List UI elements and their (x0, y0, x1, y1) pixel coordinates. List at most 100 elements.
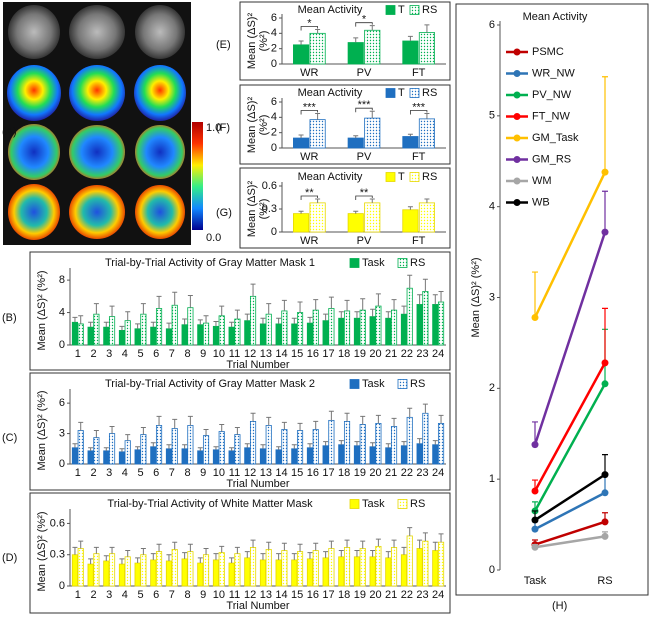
y-tick-label: 5 (489, 110, 495, 122)
bar (385, 557, 392, 587)
error-bar (166, 322, 172, 329)
x-tick-label: 9 (200, 467, 206, 479)
error-bar (422, 278, 428, 292)
bar (353, 317, 361, 346)
bar (281, 310, 288, 346)
bar (187, 307, 194, 346)
significance-bracket (300, 110, 318, 115)
bar (218, 315, 225, 346)
chart-title: Mean Activity (298, 171, 363, 183)
bar (322, 320, 329, 346)
x-tick-label: 16 (307, 589, 319, 601)
error-bar (150, 321, 156, 328)
y-axis-label: (%²) (258, 199, 270, 220)
bar (244, 557, 251, 587)
series-line (534, 520, 606, 546)
bar (228, 326, 235, 346)
bar (322, 445, 329, 465)
bar (364, 117, 381, 149)
bar (150, 446, 157, 465)
x-tick-label: 1 (75, 348, 81, 360)
error-bar (432, 541, 438, 551)
bar (103, 450, 110, 465)
y-tick-label: 1 (489, 473, 495, 485)
x-tick-label: PV (357, 235, 372, 247)
y-axis-label: (%²) (258, 115, 270, 136)
legend-label: Task (362, 257, 385, 269)
error-bar (298, 210, 304, 214)
x-tick-label: 18 (338, 467, 350, 479)
significance-bracket (355, 195, 373, 201)
bar (171, 428, 178, 465)
x-tick-label: 23 (416, 467, 428, 479)
bar (402, 40, 419, 65)
error-bar (140, 303, 146, 315)
bar (71, 321, 79, 346)
chart-title: Mean Activity (298, 4, 363, 16)
error-bar (407, 274, 413, 289)
error-bar (109, 425, 115, 434)
error-bar (401, 546, 407, 555)
brain-slice (69, 185, 125, 239)
legend-swatch (385, 88, 396, 98)
bar (418, 32, 435, 65)
error-bar (125, 434, 131, 441)
x-tick-label: 24 (432, 467, 444, 479)
bar (432, 550, 439, 587)
error-bar (219, 305, 225, 316)
colorbar-tick-label: 0.0 (206, 232, 221, 244)
bar (364, 29, 381, 65)
legend-swatch (349, 258, 360, 268)
error-bar (250, 283, 256, 297)
error-bar (360, 298, 366, 311)
error-bar (307, 316, 313, 324)
x-tick-label: 5 (137, 467, 143, 479)
x-tick-label: 6 (153, 467, 159, 479)
legend-swatch (409, 5, 420, 15)
bar (134, 449, 141, 465)
point (531, 543, 539, 551)
panel-label: (D) (2, 552, 17, 564)
point (531, 525, 539, 533)
y-tick-label: 2 (489, 382, 495, 394)
x-tick-label: WR (300, 235, 318, 247)
bar (369, 316, 376, 346)
x-tick-label: 7 (169, 589, 175, 601)
legend-label: RS (410, 378, 425, 390)
bar (406, 287, 413, 346)
brain-slice (8, 184, 60, 240)
x-tick-label: 24 (432, 348, 444, 360)
bar (343, 420, 351, 465)
error-bar (315, 113, 321, 120)
bar (328, 419, 335, 465)
error-bar (72, 443, 78, 448)
error-bar (438, 533, 444, 543)
bar (359, 424, 366, 465)
x-tick-label: 7 (169, 348, 175, 360)
error-bar (370, 442, 376, 447)
x-tick-label: 13 (260, 589, 272, 601)
bar (265, 313, 272, 346)
error-bar (424, 198, 430, 203)
x-tick-label: 3 (106, 348, 112, 360)
error-bar (532, 271, 538, 318)
bar (140, 434, 147, 465)
significance-bracket (300, 195, 318, 201)
error-bar (88, 558, 94, 565)
error-bar (88, 447, 94, 451)
error-bar (344, 412, 350, 422)
x-tick-label: 10 (213, 589, 225, 601)
bar (212, 325, 220, 346)
bar (155, 551, 163, 587)
legend-swatch (397, 258, 408, 268)
bar (312, 550, 319, 587)
y-axis-label: Mean (ΔS)² (246, 181, 258, 238)
point (601, 471, 609, 479)
error-bar (375, 538, 381, 547)
x-tick-label: 12 (244, 589, 256, 601)
point (531, 313, 539, 321)
y-axis-label: Mean (ΔS)² (%²) (36, 270, 48, 350)
x-tick-label: 9 (200, 589, 206, 601)
error-bar (125, 311, 131, 321)
bar (416, 443, 423, 465)
